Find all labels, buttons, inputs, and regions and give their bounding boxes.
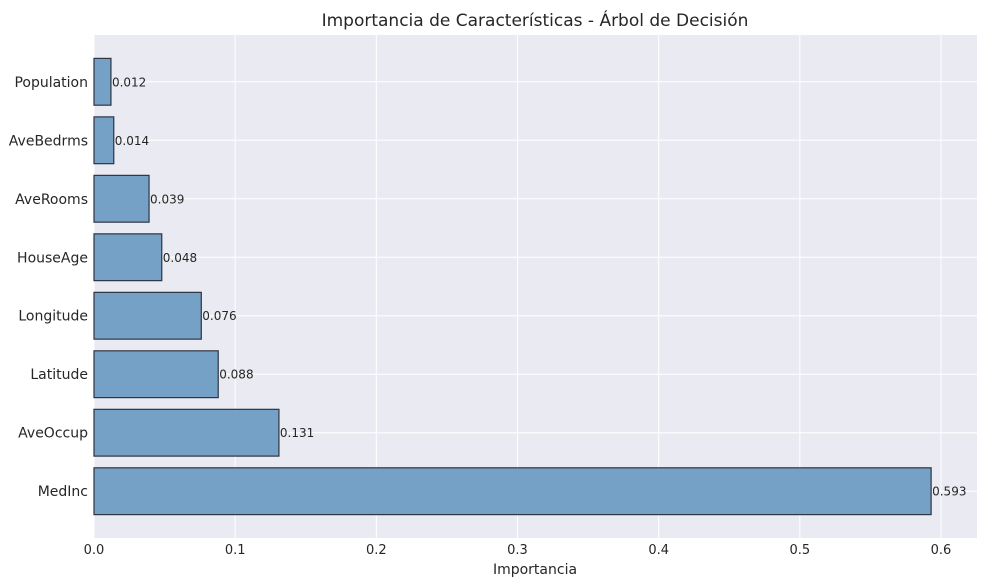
data-label: 0.131 bbox=[280, 426, 314, 440]
data-label: 0.088 bbox=[219, 368, 253, 382]
x-tick-label: 0.3 bbox=[507, 543, 528, 558]
bar-latitude bbox=[93, 350, 219, 399]
bar-medinc bbox=[93, 467, 932, 516]
y-tick-label: AveBedrms bbox=[9, 133, 88, 149]
data-label: 0.048 bbox=[163, 251, 197, 265]
y-tick-label: HouseAge bbox=[17, 250, 88, 266]
plot-background bbox=[94, 35, 977, 538]
bar-longitude bbox=[93, 291, 202, 340]
data-label: 0.076 bbox=[202, 309, 236, 323]
chart-title: Importancia de Características - Árbol d… bbox=[322, 9, 749, 31]
data-label: 0.014 bbox=[115, 134, 149, 148]
bar-averooms bbox=[93, 174, 150, 223]
y-tick-label: AveRooms bbox=[15, 192, 88, 208]
y-tick-label: Latitude bbox=[30, 367, 88, 383]
y-tick-label: Longitude bbox=[18, 309, 88, 325]
y-tick-label: AveOccup bbox=[18, 426, 88, 442]
x-tick-label: 0.4 bbox=[648, 543, 669, 558]
bar-avebedrms bbox=[93, 116, 115, 165]
data-label: 0.593 bbox=[932, 485, 966, 499]
data-label: 0.039 bbox=[150, 192, 184, 206]
x-tick-label: 0.1 bbox=[225, 543, 246, 558]
bar-houseage bbox=[93, 233, 163, 282]
data-label: 0.012 bbox=[112, 75, 146, 89]
bar-population bbox=[93, 57, 112, 106]
x-axis-label: Importancia bbox=[493, 562, 577, 578]
bar-aveoccup bbox=[93, 408, 280, 457]
x-tick-label: 0.0 bbox=[84, 543, 105, 558]
y-tick-label: Population bbox=[14, 75, 88, 91]
y-tick-label: MedInc bbox=[38, 484, 88, 500]
x-tick-label: 0.2 bbox=[366, 543, 387, 558]
x-tick-label: 0.5 bbox=[789, 543, 810, 558]
x-tick-label: 0.6 bbox=[931, 543, 952, 558]
